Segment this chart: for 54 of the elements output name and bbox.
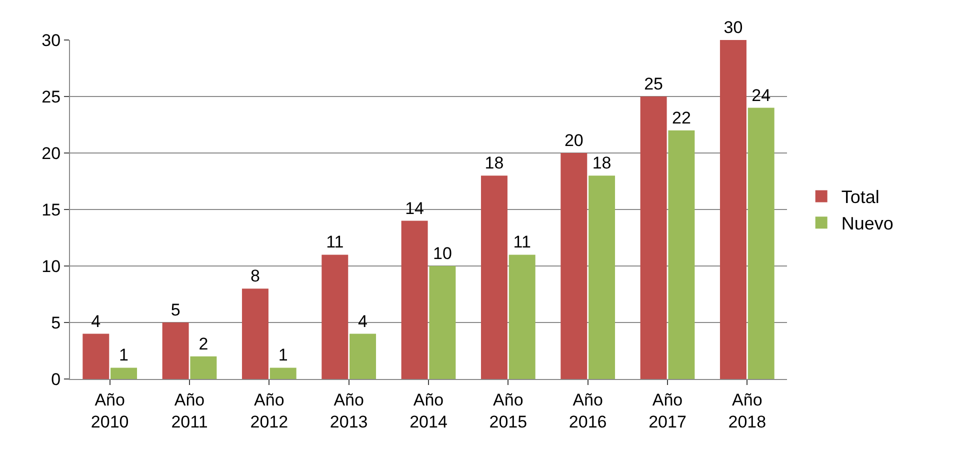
bar xyxy=(588,176,616,379)
bar xyxy=(401,220,428,379)
y-tick-label: 15 xyxy=(42,200,61,220)
x-tick-label: Año 2012 xyxy=(250,390,288,432)
x-tick-label: Año 2018 xyxy=(728,390,766,432)
y-tick-label: 0 xyxy=(51,370,61,389)
x-tick-label: Año 2010 xyxy=(90,390,129,432)
bar xyxy=(668,130,695,379)
bar xyxy=(720,40,746,379)
bar xyxy=(242,288,268,379)
data-label: 18 xyxy=(592,154,612,173)
data-label: 10 xyxy=(432,244,452,263)
bar xyxy=(508,254,536,379)
data-label: 22 xyxy=(672,108,691,128)
x-tick-label: Año 2013 xyxy=(330,390,368,432)
x-tick-label: Año 2014 xyxy=(410,390,448,432)
data-label: 4 xyxy=(358,312,368,331)
bar xyxy=(190,356,217,379)
data-label: 1 xyxy=(119,346,129,365)
data-label: 30 xyxy=(724,18,743,37)
data-label: 4 xyxy=(91,312,101,331)
data-label: 14 xyxy=(405,198,424,218)
bar xyxy=(270,368,296,379)
bar xyxy=(162,322,189,379)
x-tick-label: Año 2016 xyxy=(568,390,607,432)
y-tick-label: 25 xyxy=(42,87,61,106)
data-label: 11 xyxy=(513,232,531,252)
data-label: 2 xyxy=(198,334,208,354)
data-label: 24 xyxy=(752,86,771,105)
y-tick-label: 20 xyxy=(42,144,61,163)
bar xyxy=(429,266,456,379)
y-tick-label: 10 xyxy=(42,256,61,276)
bar xyxy=(82,334,110,379)
data-label: 1 xyxy=(278,346,288,365)
bar xyxy=(748,108,774,379)
x-tick-label: Año 2015 xyxy=(489,390,528,432)
data-label: 20 xyxy=(564,131,584,150)
legend-label: Total xyxy=(841,187,880,208)
data-label: 18 xyxy=(484,154,504,173)
data-label: 11 xyxy=(326,232,344,252)
data-label: 25 xyxy=(644,74,664,94)
bar xyxy=(350,334,376,379)
data-label: 5 xyxy=(170,300,180,320)
x-tick-label: Año 2017 xyxy=(648,390,686,432)
bar xyxy=(322,254,348,379)
bar xyxy=(640,96,667,379)
bar xyxy=(110,368,138,379)
data-label: 8 xyxy=(250,266,260,286)
bar xyxy=(480,176,508,379)
bar xyxy=(560,153,588,379)
x-tick-label: Año 2011 xyxy=(171,390,208,432)
y-tick-label: 5 xyxy=(51,313,61,332)
y-tick-label: 30 xyxy=(42,30,61,50)
legend-label: Nuevo xyxy=(841,214,894,234)
